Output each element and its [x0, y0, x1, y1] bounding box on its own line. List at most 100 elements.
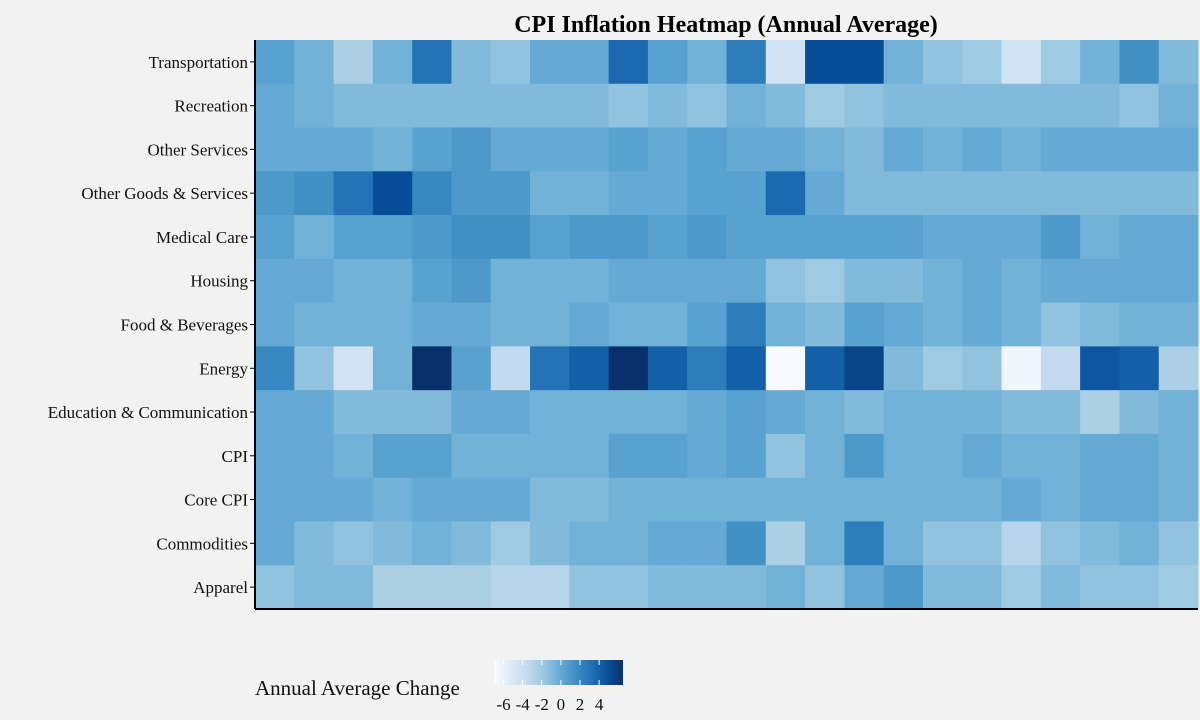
heatmap-cell [844, 215, 885, 260]
heatmap-cell [569, 390, 610, 435]
heatmap-cell [726, 477, 767, 522]
heatmap-cell [962, 171, 1003, 216]
heatmap-cell [844, 565, 885, 610]
heatmap-cell [412, 171, 452, 216]
heatmap-cell [687, 215, 727, 260]
heatmap-cell [962, 433, 1003, 479]
heatmap-cell [569, 565, 610, 610]
heatmap-cell [451, 346, 492, 391]
y-tick-label: Core CPI [184, 491, 248, 510]
heatmap-cell [451, 390, 492, 435]
heatmap-cell [1001, 477, 1042, 522]
heatmap-cell [255, 171, 295, 216]
heatmap-cell [608, 565, 649, 610]
heatmap-cell [412, 83, 452, 129]
heatmap-cell [765, 215, 806, 260]
colorbar-ticks: -6 -4 -2 0 2 4 [496, 660, 604, 714]
heatmap-cell [922, 477, 963, 522]
heatmap-cell [883, 83, 924, 129]
heatmap-cell [608, 40, 649, 85]
heatmap-cell [962, 346, 1003, 391]
heatmap-cell [962, 302, 1003, 347]
heatmap-cell [1001, 258, 1042, 304]
heatmap-cell [844, 258, 885, 304]
heatmap-cell [1080, 215, 1120, 260]
heatmap-cell [1119, 215, 1160, 260]
colorbar-legend: Annual Average Change -6 -4 -2 0 2 4 [255, 660, 623, 714]
heatmap-cell [922, 521, 963, 566]
heatmap-cell [1001, 302, 1042, 347]
heatmap-cell [372, 171, 413, 216]
heatmap-cell [530, 258, 570, 304]
heatmap-cell [1001, 521, 1042, 566]
heatmap-cell [1158, 346, 1199, 391]
heatmap-cell [490, 258, 531, 304]
heatmap-cell [294, 258, 335, 304]
heatmap-cell [1119, 258, 1160, 304]
heatmap-cell [647, 521, 688, 566]
heatmap-cell [883, 127, 924, 172]
heatmap-cell [1119, 40, 1160, 85]
heatmap-cell [922, 215, 963, 260]
colorbar-tick-label: 2 [576, 695, 585, 714]
heatmap-cell [765, 565, 806, 610]
heatmap-cell [1119, 83, 1160, 129]
heatmap-cell [647, 302, 688, 347]
heatmap-cell [372, 565, 413, 610]
heatmap-cell [1080, 302, 1120, 347]
heatmap-cell [294, 127, 335, 172]
heatmap-cell [1080, 83, 1120, 129]
heatmap-cell [530, 302, 570, 347]
heatmap-cell [412, 477, 452, 522]
heatmap-cell [1001, 390, 1042, 435]
heatmap-cell [372, 127, 413, 172]
heatmap-cell [1119, 171, 1160, 216]
heatmap-cell [687, 302, 727, 347]
heatmap-cell [805, 390, 845, 435]
heatmap-cell [608, 433, 649, 479]
heatmap-cell [1080, 40, 1120, 85]
heatmap-cell [412, 302, 452, 347]
heatmap-cell [765, 477, 806, 522]
heatmap-cell [726, 83, 767, 129]
y-tick-label: Education & Communication [48, 403, 249, 422]
heatmap-cell [333, 390, 374, 435]
heatmap-cell [922, 258, 963, 304]
heatmap-cell [255, 40, 295, 85]
heatmap-cell [805, 521, 845, 566]
heatmap-cell [530, 433, 570, 479]
heatmap-cell [844, 521, 885, 566]
heatmap-cell [962, 127, 1003, 172]
heatmap-cell [1119, 346, 1160, 391]
heatmap-cell [1080, 390, 1120, 435]
heatmap-cell [608, 171, 649, 216]
heatmap-cell [412, 521, 452, 566]
heatmap-cell [294, 346, 335, 391]
heatmap-cell [687, 83, 727, 129]
heatmap-cell [490, 171, 531, 216]
heatmap-cell [962, 258, 1003, 304]
heatmap-cell [844, 390, 885, 435]
heatmap-cell [1158, 127, 1199, 172]
heatmap-cell [1040, 83, 1081, 129]
heatmap-cell [1119, 565, 1160, 610]
heatmap-cell [372, 83, 413, 129]
heatmap-cell [490, 83, 531, 129]
heatmap-cell [687, 171, 727, 216]
heatmap-cell [726, 40, 767, 85]
heatmap-cell [1040, 127, 1081, 172]
heatmap-cell [844, 171, 885, 216]
heatmap-cell [765, 83, 806, 129]
heatmap-cell [922, 346, 963, 391]
heatmap-cell [1001, 433, 1042, 479]
heatmap-cell [687, 477, 727, 522]
heatmap-cell [255, 521, 295, 566]
heatmap-cell [451, 171, 492, 216]
heatmap-cell [569, 127, 610, 172]
colorbar-tick-label: 0 [557, 695, 566, 714]
heatmap-cell [333, 215, 374, 260]
heatmap-cell [765, 433, 806, 479]
heatmap-cell [451, 477, 492, 522]
heatmap-cell [1158, 40, 1199, 85]
heatmap-cell [726, 433, 767, 479]
